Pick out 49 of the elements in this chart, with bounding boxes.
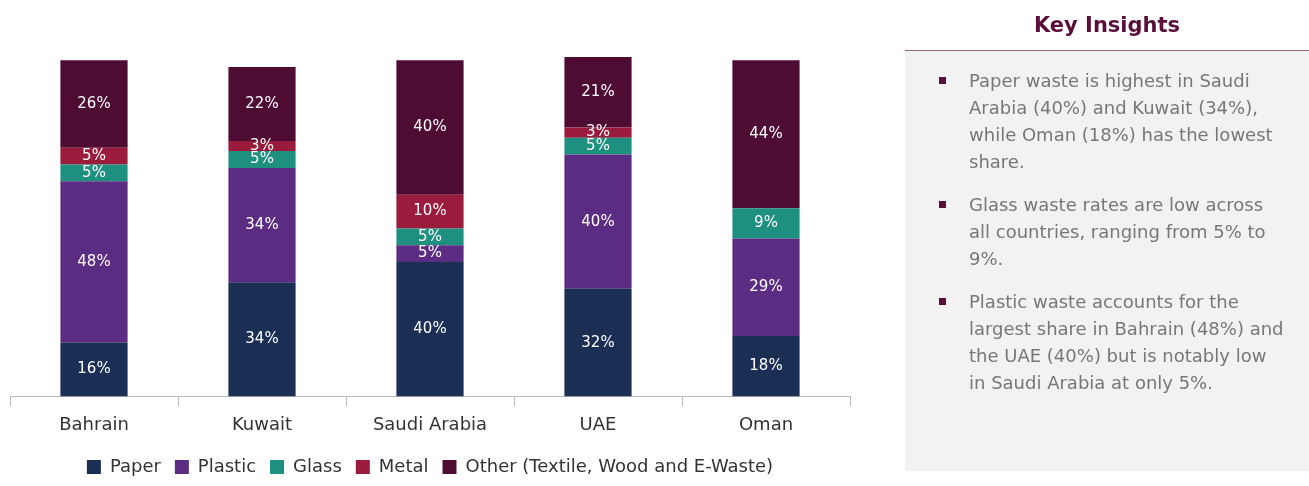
data-label: 16% [77, 359, 111, 378]
data-label: 32% [581, 332, 615, 351]
x-tick-label: UAE [579, 412, 617, 434]
data-label: 9% [754, 213, 778, 232]
data-label: 44% [749, 124, 783, 143]
bar [396, 194, 464, 229]
legend-label: Paper [109, 454, 162, 476]
data-label: 5% [82, 162, 106, 181]
data-label: 22% [245, 93, 279, 112]
legend-label: Plastic [197, 454, 257, 476]
bar [228, 282, 296, 397]
bar [732, 238, 800, 336]
bar [564, 288, 632, 397]
bar [60, 60, 128, 148]
data-label: 10% [413, 201, 447, 220]
legend-label: Other (Textile, Wood and E-Waste) [465, 454, 774, 476]
data-label: 48% [77, 251, 111, 270]
x-tick-label: Oman [738, 412, 794, 434]
text: Plastic waste accounts for the largest share in Bahrain (48%) and the UAE (40%) but is notably low in Saudi Arabia at only 5%. [969, 290, 1285, 395]
data-label: 21% [581, 82, 615, 101]
x-tick-label: Saudi Arabia [372, 412, 488, 434]
x-tick-label: Kuwait [231, 412, 293, 434]
data-label: 5% [418, 226, 442, 245]
text: Key Insights [905, 0, 1309, 51]
bar [732, 208, 800, 239]
text: Glass waste rates are low across all countries, ranging from 5% to 9%. [969, 193, 1267, 271]
x-tick-label: Bahrain [59, 412, 129, 434]
bar [396, 60, 464, 195]
data-label: 5% [250, 149, 274, 168]
data-label: 34% [245, 214, 279, 233]
bar [564, 154, 632, 289]
legend-label: Metal [378, 454, 429, 476]
data-label: 18% [749, 356, 783, 375]
bar [228, 167, 296, 283]
bar [396, 261, 464, 397]
bar [732, 60, 800, 209]
data-label: 40% [413, 117, 447, 136]
data-label: 34% [245, 329, 279, 348]
bar [60, 181, 128, 343]
data-label: 29% [749, 277, 783, 296]
data-label: 40% [581, 211, 615, 230]
data-label: 26% [77, 93, 111, 112]
data-label: 5% [82, 146, 106, 165]
bar [732, 335, 800, 397]
bar [60, 342, 128, 397]
legend-label: Glass [293, 454, 342, 476]
data-label: 5% [418, 243, 442, 262]
text: Paper waste is highest in Saudi Arabia (40%) and Kuwait (34%), while Oman (18%) has the lowest share. [969, 69, 1274, 174]
data-label: 40% [413, 319, 447, 338]
